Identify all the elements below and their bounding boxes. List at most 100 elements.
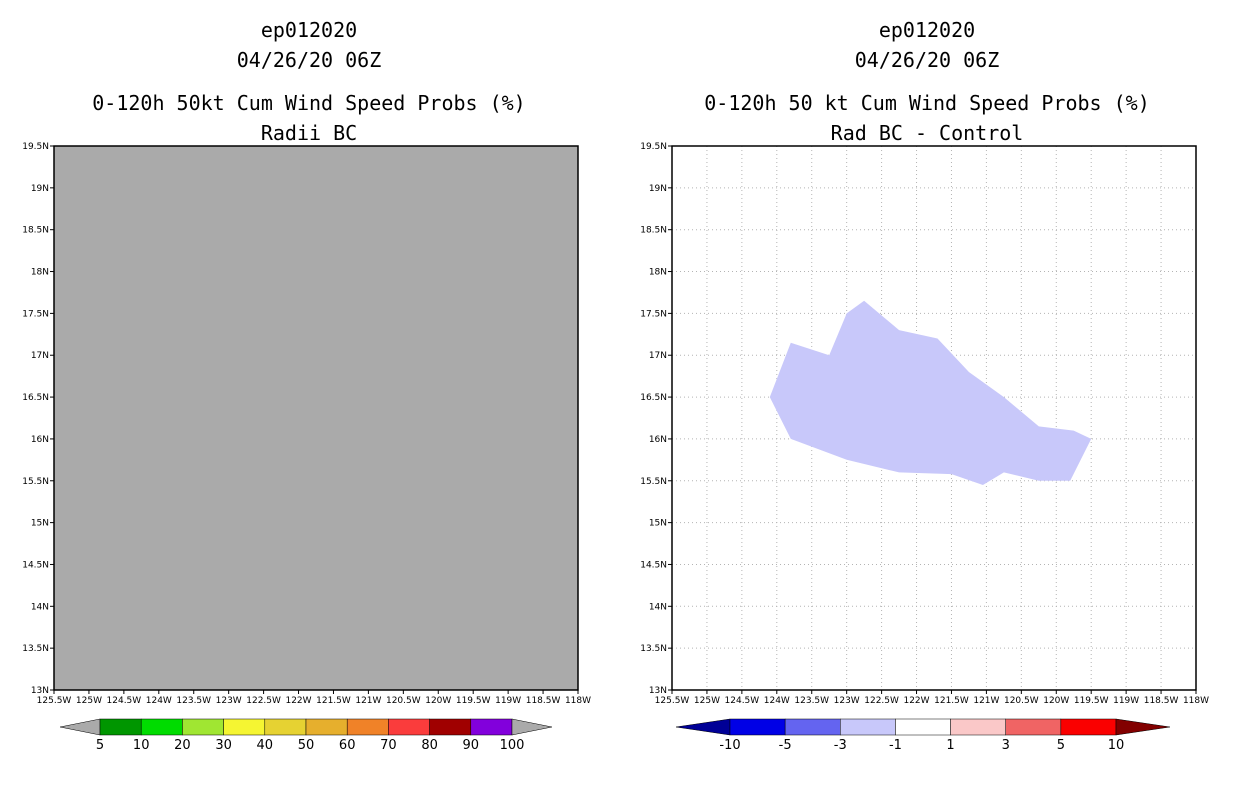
colorbar-segment: [1005, 718, 1062, 736]
chart-title-line-4: Radii BC: [261, 121, 357, 145]
x-tick-label: 119W: [1113, 696, 1139, 706]
x-tick-label: 119.5W: [456, 696, 491, 706]
y-tick-label: 16.5N: [22, 393, 49, 403]
colorbar-under-triangle: [675, 718, 731, 736]
x-tick-label: 118W: [565, 696, 591, 706]
y-tick-label: 17N: [31, 351, 49, 361]
colorbar: -10 -5 -3 -1 1 3 5 10: [675, 718, 1171, 753]
x-tick-label: 122W: [903, 696, 929, 706]
colorbar-label: 5: [1057, 738, 1065, 753]
colorbar-segment: [388, 718, 430, 736]
colorbar-label: 3: [1002, 738, 1010, 753]
x-tick-label: 124W: [764, 696, 790, 706]
x-tick-label: 119.5W: [1074, 696, 1109, 706]
y-tick-label: 13.5N: [22, 644, 49, 654]
colorbar: 5 10 20 30 40 50 60 70 80 90 100: [59, 718, 553, 753]
x-tick-label: 124.5W: [725, 696, 760, 706]
colorbar-label: 10: [133, 738, 150, 753]
y-tick-label: 17.5N: [22, 309, 49, 319]
x-tick-label: 120.5W: [386, 696, 421, 706]
x-tick-label: 125W: [76, 696, 102, 706]
y-tick-label: 13.5N: [640, 644, 667, 654]
colorbar-segment: [429, 718, 472, 736]
x-tick-label: 123W: [216, 696, 242, 706]
colorbar-label: -3: [834, 738, 847, 753]
chart-title-line-3: 0-120h 50 kt Cum Wind Speed Probs (%): [704, 91, 1150, 115]
colorbar-label: 1: [946, 738, 954, 753]
x-tick-label: 122.5W: [864, 696, 899, 706]
y-tick-label: 14.5N: [22, 560, 49, 570]
colorbar-label: 60: [339, 738, 356, 753]
colorbar-label: 10: [1108, 738, 1125, 753]
y-tick-label: 17.5N: [640, 309, 667, 319]
colorbar-segment: [223, 718, 266, 736]
x-tick-label: 118.5W: [1144, 696, 1179, 706]
y-tick-label: 13N: [649, 686, 667, 696]
x-tick-label: 123.5W: [176, 696, 211, 706]
colorbar-segment: [264, 718, 307, 736]
y-tick-label: 14N: [31, 602, 49, 612]
chart-title-line-2: 04/26/20 06Z: [237, 48, 382, 72]
y-tick-label: 19.5N: [640, 142, 667, 152]
y-tick-label: 15.5N: [640, 477, 667, 487]
y-tick-label: 15N: [649, 519, 667, 529]
colorbar-under-triangle: [59, 718, 101, 736]
x-tick-label: 124.5W: [107, 696, 142, 706]
y-tick-label: 16N: [649, 435, 667, 445]
colorbar-label: -1: [889, 738, 902, 753]
y-tick-label: 17N: [649, 351, 667, 361]
colorbar-segment: [784, 718, 841, 736]
chart-title-line-4: Rad BC - Control: [831, 121, 1024, 145]
colorbar-label: 5: [96, 738, 104, 753]
chart-title-line-2: 04/26/20 06Z: [855, 48, 1000, 72]
x-tick-label: 121.5W: [316, 696, 351, 706]
x-tick-label: 124W: [146, 696, 172, 706]
colorbar-segment: [470, 718, 513, 736]
colorbar-label: -10: [719, 738, 740, 753]
y-tick-label: 15N: [31, 519, 49, 529]
x-tick-label: 121.5W: [934, 696, 969, 706]
x-tick-label: 125.5W: [37, 696, 72, 706]
colorbar-segment: [140, 718, 183, 736]
colorbar-label: -5: [779, 738, 792, 753]
x-tick-label: 120.5W: [1004, 696, 1039, 706]
x-tick-label: 125W: [694, 696, 720, 706]
panel-rad-bc-minus-control: ep012020 04/26/20 06Z 0-120h 50 kt Cum Win…: [640, 18, 1209, 753]
y-tick-label: 19N: [31, 184, 49, 194]
x-tick-label: 120W: [1043, 696, 1069, 706]
x-tick-label: 118W: [1183, 696, 1209, 706]
plot-frame: [671, 145, 1197, 691]
colorbar-segment: [895, 718, 951, 736]
y-tick-label: 18N: [649, 268, 667, 278]
colorbar-label: 40: [257, 738, 274, 753]
chart-title-line-3: 0-120h 50kt Cum Wind Speed Probs (%): [92, 91, 525, 115]
colorbar-label: 80: [421, 738, 438, 753]
y-tick-label: 18.5N: [640, 226, 667, 236]
colorbar-label: 20: [174, 738, 191, 753]
colorbar-segment: [305, 718, 348, 736]
y-tick-label: 15.5N: [22, 477, 49, 487]
plot-area: [54, 146, 578, 690]
colorbar-label: 30: [215, 738, 232, 753]
chart-title-line-1: ep012020: [879, 18, 975, 42]
colorbar-over-triangle: [1115, 718, 1171, 736]
colorbar-label: 100: [500, 738, 525, 753]
y-tick-label: 19.5N: [22, 142, 49, 152]
x-tick-label: 122W: [285, 696, 311, 706]
colorbar-label: 50: [298, 738, 315, 753]
colorbar-segment: [99, 718, 142, 736]
chart-title-line-1: ep012020: [261, 18, 357, 42]
plot-frame: [53, 145, 579, 691]
colorbar-label: 90: [463, 738, 480, 753]
y-tick-label: 14N: [649, 602, 667, 612]
colorbar-segment: [346, 718, 389, 736]
y-tick-label: 19N: [649, 184, 667, 194]
x-tick-label: 121W: [973, 696, 999, 706]
y-tick-label: 16N: [31, 435, 49, 445]
y-tick-label: 14.5N: [640, 560, 667, 570]
difference-region: [769, 300, 1092, 485]
y-tick-label: 16.5N: [640, 393, 667, 403]
x-tick-label: 118.5W: [526, 696, 561, 706]
x-tick-label: 121W: [355, 696, 381, 706]
